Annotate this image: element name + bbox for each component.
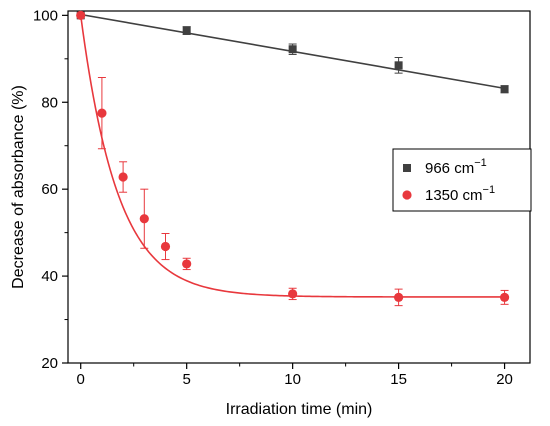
x-axis-title: Irradiation time (min): [226, 401, 373, 418]
data-point: [182, 259, 192, 269]
x-tick-label: 15: [390, 371, 407, 388]
data-point: [118, 172, 128, 182]
y-axis-title: Decrease of absorbance (%): [10, 85, 27, 289]
legend-label: 1350 cm−1: [425, 184, 495, 204]
data-points: [76, 10, 510, 307]
x-tick-label: 20: [496, 371, 513, 388]
x-tick-label: 10: [284, 371, 301, 388]
data-point: [499, 292, 510, 302]
y-tick-label: 80: [41, 94, 58, 111]
data-point: [394, 292, 404, 302]
data-point: [288, 289, 298, 299]
legend-marker: [403, 164, 411, 172]
data-point: [500, 85, 509, 94]
y-tick-label: 100: [33, 7, 58, 24]
data-point: [288, 45, 297, 54]
legend-label: 966 cm−1: [425, 157, 487, 177]
legend-box: [392, 148, 532, 212]
axes: 0 5 10 15 20 20 40 60 80 100 Irradiation time (min…: [10, 7, 531, 418]
y-tick-label: 40: [41, 268, 58, 285]
data-point: [394, 61, 403, 70]
legend: 966 cm−1 1350 cm−1: [392, 148, 532, 212]
data-point: [76, 10, 86, 20]
data-point: [160, 241, 171, 252]
x-tick-label: 0: [77, 371, 85, 388]
legend-label-superscript: −1: [474, 157, 487, 169]
y-tick-label: 60: [41, 181, 58, 198]
legend-marker: [402, 190, 412, 200]
data-point: [139, 214, 149, 224]
legend-label-superscript: −1: [483, 184, 496, 196]
data-point: [97, 108, 107, 118]
data-point: [182, 26, 191, 35]
y-tick-label: 20: [41, 355, 58, 372]
x-tick-label: 5: [183, 371, 191, 388]
